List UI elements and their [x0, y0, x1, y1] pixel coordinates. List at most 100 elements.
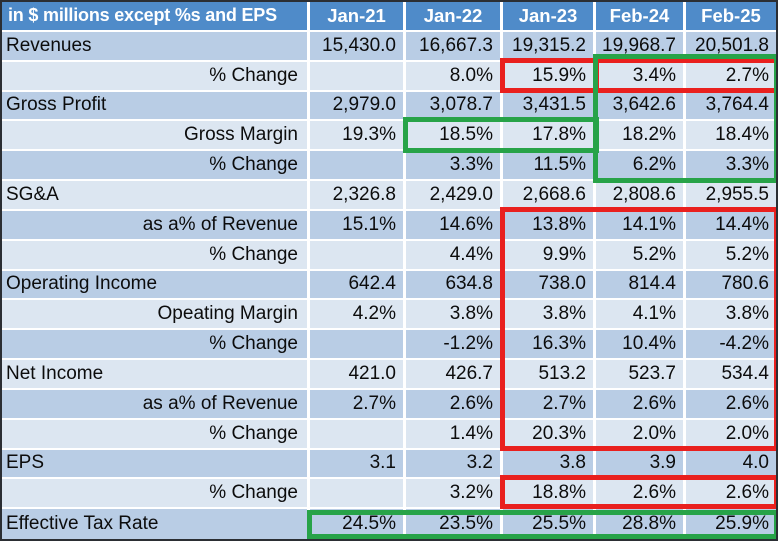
- cell[interactable]: 17.8%: [503, 121, 596, 152]
- cell[interactable]: 20,501.8: [686, 31, 776, 62]
- cell[interactable]: 2.0%: [596, 419, 686, 450]
- cell[interactable]: 15.9%: [503, 61, 596, 92]
- cell[interactable]: 10.4%: [596, 330, 686, 360]
- cell[interactable]: 3.8%: [503, 300, 596, 331]
- cell[interactable]: [310, 419, 406, 450]
- cell[interactable]: 634.8: [406, 270, 503, 301]
- cell[interactable]: 13.8%: [503, 210, 596, 241]
- row-sublabel[interactable]: % Change: [2, 330, 310, 360]
- cell[interactable]: 2.6%: [406, 389, 503, 420]
- row-label[interactable]: Gross Profit: [2, 91, 310, 122]
- column-header-jan-23[interactable]: Jan-23: [503, 2, 596, 32]
- cell[interactable]: 19.3%: [310, 121, 406, 152]
- cell[interactable]: 3.9: [596, 449, 686, 480]
- cell[interactable]: 28.8%: [596, 509, 686, 539]
- cell[interactable]: 5.2%: [686, 240, 776, 271]
- row-sublabel[interactable]: % Change: [2, 61, 310, 92]
- cell[interactable]: 14.6%: [406, 210, 503, 241]
- cell[interactable]: 4.4%: [406, 240, 503, 271]
- cell[interactable]: 4.0: [686, 449, 776, 480]
- cell[interactable]: 3.8: [503, 449, 596, 480]
- cell[interactable]: 24.5%: [310, 509, 406, 539]
- cell[interactable]: -1.2%: [406, 330, 503, 360]
- cell[interactable]: 2.6%: [596, 479, 686, 510]
- column-header-feb-24[interactable]: Feb-24: [596, 2, 686, 32]
- cell[interactable]: 11.5%: [503, 151, 596, 181]
- cell[interactable]: 2,326.8: [310, 181, 406, 211]
- cell[interactable]: 15,430.0: [310, 31, 406, 62]
- cell[interactable]: 2.7%: [686, 61, 776, 92]
- cell[interactable]: 14.1%: [596, 210, 686, 241]
- row-label[interactable]: Effective Tax Rate: [2, 509, 310, 539]
- row-sublabel[interactable]: % Change: [2, 479, 310, 510]
- cell[interactable]: [310, 479, 406, 510]
- cell[interactable]: 814.4: [596, 270, 686, 301]
- cell[interactable]: 23.5%: [406, 509, 503, 539]
- cell[interactable]: 2.7%: [503, 389, 596, 420]
- column-header-jan-21[interactable]: Jan-21: [310, 2, 406, 32]
- row-sublabel[interactable]: % Change: [2, 151, 310, 181]
- cell[interactable]: 513.2: [503, 360, 596, 390]
- cell[interactable]: 642.4: [310, 270, 406, 301]
- cell[interactable]: 6.2%: [596, 151, 686, 181]
- cell[interactable]: 2.0%: [686, 419, 776, 450]
- cell[interactable]: 738.0: [503, 270, 596, 301]
- row-sublabel[interactable]: % Change: [2, 419, 310, 450]
- cell[interactable]: [310, 330, 406, 360]
- cell[interactable]: 2,979.0: [310, 91, 406, 122]
- cell[interactable]: 780.6: [686, 270, 776, 301]
- cell[interactable]: 9.9%: [503, 240, 596, 271]
- row-label[interactable]: Revenues: [2, 31, 310, 62]
- table-title-header[interactable]: in $ millions except %s and EPS: [2, 2, 310, 32]
- row-label[interactable]: Operating Income: [2, 270, 310, 301]
- cell[interactable]: -4.2%: [686, 330, 776, 360]
- cell[interactable]: 15.1%: [310, 210, 406, 241]
- cell[interactable]: [310, 240, 406, 271]
- column-header-jan-22[interactable]: Jan-22: [406, 2, 503, 32]
- cell[interactable]: 3.2%: [406, 479, 503, 510]
- cell[interactable]: 3.3%: [686, 151, 776, 181]
- cell[interactable]: 534.4: [686, 360, 776, 390]
- cell[interactable]: 16,667.3: [406, 31, 503, 62]
- cell[interactable]: 3.8%: [686, 300, 776, 331]
- cell[interactable]: 25.9%: [686, 509, 776, 539]
- cell[interactable]: 8.0%: [406, 61, 503, 92]
- cell[interactable]: 2,955.5: [686, 181, 776, 211]
- cell[interactable]: 25.5%: [503, 509, 596, 539]
- row-sublabel[interactable]: Opeating Margin: [2, 300, 310, 331]
- row-label[interactable]: Net Income: [2, 360, 310, 390]
- cell[interactable]: 14.4%: [686, 210, 776, 241]
- row-sublabel[interactable]: as a% of Revenue: [2, 389, 310, 420]
- cell[interactable]: 2,808.6: [596, 181, 686, 211]
- row-label[interactable]: SG&A: [2, 181, 310, 211]
- cell[interactable]: 2,668.6: [503, 181, 596, 211]
- cell[interactable]: 18.8%: [503, 479, 596, 510]
- cell[interactable]: 19,315.2: [503, 31, 596, 62]
- cell[interactable]: 4.2%: [310, 300, 406, 331]
- cell[interactable]: 18.2%: [596, 121, 686, 152]
- cell[interactable]: 3.2: [406, 449, 503, 480]
- cell[interactable]: [310, 151, 406, 181]
- cell[interactable]: 3,642.6: [596, 91, 686, 122]
- row-sublabel[interactable]: as a% of Revenue: [2, 210, 310, 241]
- cell[interactable]: 523.7: [596, 360, 686, 390]
- cell[interactable]: 426.7: [406, 360, 503, 390]
- cell[interactable]: 2,429.0: [406, 181, 503, 211]
- cell[interactable]: 2.7%: [310, 389, 406, 420]
- cell[interactable]: 2.6%: [686, 479, 776, 510]
- cell[interactable]: 18.5%: [406, 121, 503, 152]
- row-sublabel[interactable]: Gross Margin: [2, 121, 310, 152]
- cell[interactable]: 4.1%: [596, 300, 686, 331]
- cell[interactable]: 3.1: [310, 449, 406, 480]
- cell[interactable]: 5.2%: [596, 240, 686, 271]
- cell[interactable]: 3,764.4: [686, 91, 776, 122]
- cell[interactable]: 3.3%: [406, 151, 503, 181]
- cell[interactable]: 3.8%: [406, 300, 503, 331]
- cell[interactable]: 3,078.7: [406, 91, 503, 122]
- cell[interactable]: 18.4%: [686, 121, 776, 152]
- cell[interactable]: 421.0: [310, 360, 406, 390]
- cell[interactable]: [310, 61, 406, 92]
- cell[interactable]: 20.3%: [503, 419, 596, 450]
- cell[interactable]: 3,431.5: [503, 91, 596, 122]
- cell[interactable]: 19,968.7: [596, 31, 686, 62]
